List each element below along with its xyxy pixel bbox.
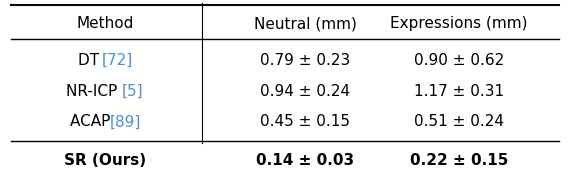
Text: 0.45 ± 0.15: 0.45 ± 0.15 bbox=[260, 114, 350, 129]
Text: NR-ICP: NR-ICP bbox=[66, 84, 122, 98]
Text: 0.51 ± 0.24: 0.51 ± 0.24 bbox=[414, 114, 504, 129]
Text: [5]: [5] bbox=[121, 84, 143, 98]
Text: [72]: [72] bbox=[101, 53, 133, 68]
Text: DT: DT bbox=[78, 53, 104, 68]
Text: 1.17 ± 0.31: 1.17 ± 0.31 bbox=[414, 84, 504, 98]
Text: ACAP: ACAP bbox=[70, 114, 115, 129]
Text: 0.79 ± 0.23: 0.79 ± 0.23 bbox=[260, 53, 350, 68]
Text: 0.94 ± 0.24: 0.94 ± 0.24 bbox=[260, 84, 350, 98]
Text: Neutral (mm): Neutral (mm) bbox=[254, 16, 356, 31]
Text: [89]: [89] bbox=[109, 114, 141, 129]
Text: 0.22 ± 0.15: 0.22 ± 0.15 bbox=[410, 153, 508, 168]
Text: SR (Ours): SR (Ours) bbox=[64, 153, 146, 168]
Text: 0.90 ± 0.62: 0.90 ± 0.62 bbox=[414, 53, 504, 68]
Text: Method: Method bbox=[77, 16, 134, 31]
Text: 0.14 ± 0.03: 0.14 ± 0.03 bbox=[256, 153, 354, 168]
Text: Expressions (mm): Expressions (mm) bbox=[390, 16, 528, 31]
